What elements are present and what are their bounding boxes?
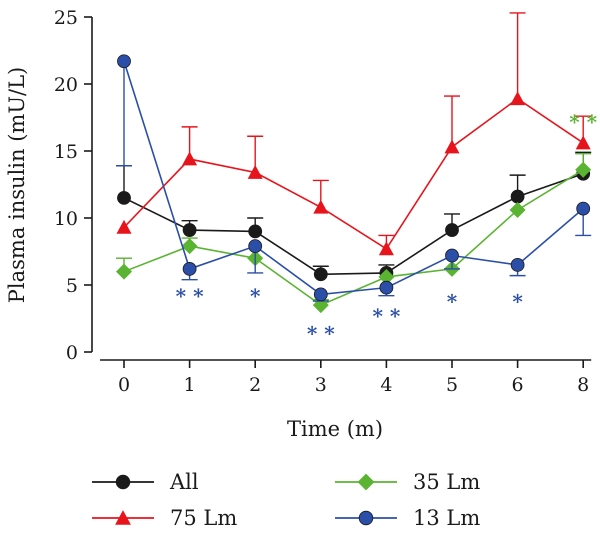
x-tick-label: 5 (446, 374, 458, 396)
series-13-lm (116, 54, 592, 302)
significance-marker: * (512, 289, 523, 313)
data-point (379, 280, 394, 295)
series-line (123, 60, 584, 296)
y-tick-label: 20 (54, 74, 78, 96)
significance-marker: * * (176, 284, 204, 308)
series-75-lm (116, 12, 592, 256)
legend-label: 13 Lm (413, 506, 480, 530)
data-point (116, 263, 132, 280)
x-tick-label: 1 (184, 374, 196, 396)
legend-item-13-lm: 13 Lm (335, 506, 480, 530)
y-tick-label: 10 (54, 208, 78, 230)
series-line (123, 97, 584, 250)
legend-marker (115, 474, 131, 490)
data-point (378, 268, 395, 285)
data-point (248, 224, 263, 239)
significance-marker: * * (307, 322, 335, 346)
y-tick-label: 0 (66, 342, 78, 364)
x-axis-label: Time (m) (287, 417, 383, 441)
legend-label: All (169, 470, 199, 494)
legend-item-all: All (92, 470, 199, 494)
data-point (182, 151, 198, 166)
axes: 0 5 10 15 20 25 0 1 2 3 4 5 6 8 (54, 7, 592, 396)
x-tick-label: 6 (512, 374, 524, 396)
data-point (378, 241, 394, 256)
legend-label: 75 Lm (170, 506, 237, 530)
data-point (445, 223, 459, 237)
data-point (313, 287, 328, 302)
significance-marker: * * (372, 304, 400, 328)
data-point (510, 189, 525, 204)
x-tick-label: 4 (380, 374, 392, 396)
data-point (181, 238, 198, 255)
data-point (575, 161, 592, 178)
data-point (248, 239, 263, 254)
data-point (575, 135, 591, 150)
y-axis-label: Plasma insulin (mU/L) (5, 67, 29, 303)
data-point (247, 164, 263, 179)
data-point (510, 257, 525, 272)
y-tick-label: 25 (54, 7, 78, 29)
data-point (444, 139, 460, 154)
series-line (123, 173, 584, 276)
legend-label: 35 Lm (413, 470, 480, 494)
data-point (509, 201, 526, 218)
y-tick-label: 5 (66, 275, 78, 297)
data-point (117, 54, 131, 69)
significance-marker: * (250, 284, 261, 308)
legend-marker (357, 473, 375, 491)
y-tick-label: 15 (54, 141, 78, 163)
data-point (510, 91, 526, 106)
chart-marks: * * * * * * * * * * * (116, 12, 598, 346)
legend: All 35 Lm 75 Lm 13 Lm (92, 470, 480, 530)
data-point (445, 248, 459, 263)
data-point (116, 219, 132, 234)
data-point (182, 262, 197, 276)
legend-item-35-lm: 35 Lm (335, 470, 480, 494)
significance-marker: * * (569, 110, 597, 134)
legend-marker (115, 510, 131, 525)
legend-item-75-lm: 75 Lm (92, 506, 237, 530)
legend-marker (358, 510, 374, 526)
significance-marker: * (447, 289, 458, 313)
data-point (576, 201, 591, 216)
x-tick-label: 0 (118, 374, 130, 396)
x-tick-label: 2 (249, 374, 261, 396)
series-all (116, 151, 592, 282)
data-point (313, 267, 328, 282)
data-point (117, 190, 131, 205)
x-tick-label: 3 (315, 374, 327, 396)
data-point (313, 199, 329, 214)
x-tick-label: 8 (577, 374, 589, 396)
data-point (182, 223, 197, 237)
